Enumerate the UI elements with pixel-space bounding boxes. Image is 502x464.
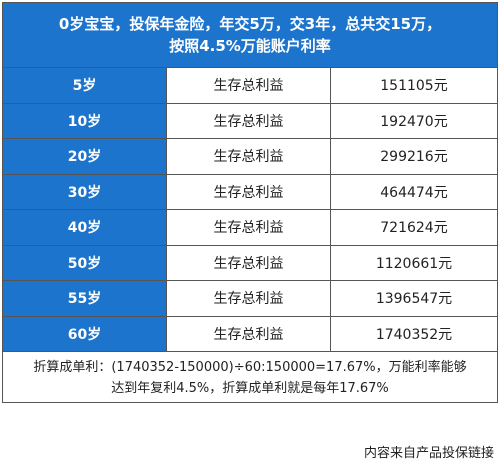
note-line-1: 折算成单利：(1740352-150000)÷60:150000=17.67%，…: [33, 360, 467, 375]
metric-cell: 生存总利益: [167, 210, 331, 245]
metric-cell: 生存总利益: [167, 68, 331, 103]
metric-cell: 生存总利益: [167, 245, 331, 280]
metric-cell: 生存总利益: [167, 174, 331, 209]
age-cell: 40岁: [3, 210, 167, 245]
table-row: 40岁 生存总利益 721624元: [3, 210, 497, 246]
source-caption: 内容来自产品投保链接: [363, 446, 494, 461]
value-cell: 1396547元: [331, 281, 497, 316]
note-line-2: 达到年复利4.5%，折算成单利就是每年17.67%: [111, 381, 389, 396]
metric-cell: 生存总利益: [167, 103, 331, 138]
value-cell: 464474元: [331, 174, 497, 209]
table-body: 5岁 生存总利益 151105元 10岁 生存总利益 192470元 20岁 生…: [3, 68, 497, 352]
age-cell: 30岁: [3, 174, 167, 209]
table-row: 50岁 生存总利益 1120661元: [3, 245, 497, 281]
value-cell: 1740352元: [331, 316, 497, 351]
table-row: 5岁 生存总利益 151105元: [3, 68, 497, 104]
value-cell: 1120661元: [331, 245, 497, 280]
table-row: 30岁 生存总利益 464474元: [3, 174, 497, 210]
table-row: 10岁 生存总利益 192470元: [3, 103, 497, 139]
value-cell: 721624元: [331, 210, 497, 245]
metric-cell: 生存总利益: [167, 139, 331, 174]
table-row: 55岁 生存总利益 1396547元: [3, 281, 497, 317]
age-cell: 5岁: [3, 68, 167, 103]
age-cell: 60岁: [3, 316, 167, 351]
header-line-2: 按照4.5%万能账户利率: [169, 37, 331, 55]
table-row: 60岁 生存总利益 1740352元: [3, 316, 497, 352]
header-line-1: 0岁宝宝，投保年金险，年交5万，交3年，总共交15万，: [58, 15, 442, 33]
age-cell: 10岁: [3, 103, 167, 138]
value-cell: 192470元: [331, 103, 497, 138]
benefits-table: 0岁宝宝，投保年金险，年交5万，交3年，总共交15万， 按照4.5%万能账户利率…: [2, 2, 498, 403]
table-row: 20岁 生存总利益 299216元: [3, 139, 497, 175]
table-header: 0岁宝宝，投保年金险，年交5万，交3年，总共交15万， 按照4.5%万能账户利率: [3, 3, 497, 68]
calculation-note: 折算成单利：(1740352-150000)÷60:150000=17.67%，…: [3, 352, 497, 402]
age-cell: 55岁: [3, 281, 167, 316]
value-cell: 299216元: [331, 139, 497, 174]
age-cell: 50岁: [3, 245, 167, 280]
metric-cell: 生存总利益: [167, 281, 331, 316]
metric-cell: 生存总利益: [167, 316, 331, 351]
age-cell: 20岁: [3, 139, 167, 174]
value-cell: 151105元: [331, 68, 497, 103]
